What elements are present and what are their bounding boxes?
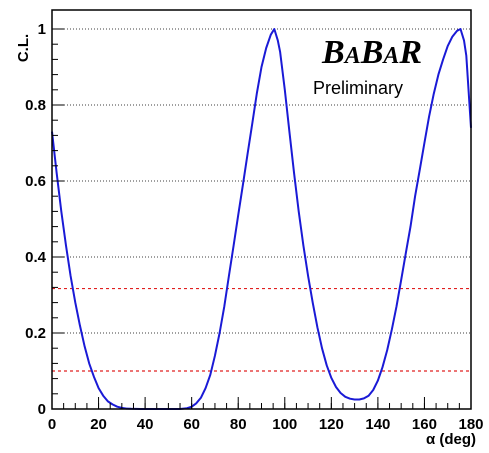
- series-layer: [51, 28, 472, 410]
- x-tick-label: 0: [48, 416, 56, 433]
- x-tick-label: 40: [137, 416, 154, 433]
- x-tick-label: 20: [90, 416, 107, 433]
- y-tick-label: 0.2: [25, 325, 46, 342]
- y-tick-label: 0.6: [25, 173, 46, 190]
- y-tick-label: 0: [38, 401, 46, 418]
- svg-text:BABAR: BABAR: [321, 34, 422, 71]
- series-line: [51, 28, 472, 410]
- x-tick-label: 120: [319, 416, 344, 433]
- x-tick-label: 140: [365, 416, 390, 433]
- y-tick-label: 0.4: [25, 249, 47, 266]
- preliminary-label: Preliminary: [313, 78, 403, 98]
- y-tick-label: 0.8: [25, 97, 46, 114]
- x-tick-label: 60: [183, 416, 200, 433]
- tick-labels: 0 0.2 0.4 0.6 0.8 1 0 20 40 60 80 100 120 140 160 180: [25, 21, 483, 433]
- x-axis-label: α (deg): [426, 431, 476, 448]
- x-tick-label: 80: [230, 416, 247, 433]
- babar-logo: BABAR: [321, 34, 422, 71]
- y-tick-label: 1: [38, 21, 46, 38]
- x-tick-label: 160: [412, 416, 437, 433]
- x-tick-label: 100: [272, 416, 297, 433]
- axis-ticks: [51, 28, 472, 410]
- y-axis-label: C.L.: [15, 34, 32, 62]
- grid-lines: [52, 28, 471, 334]
- reference-lines: [52, 287, 471, 372]
- x-tick-label: 180: [458, 416, 483, 433]
